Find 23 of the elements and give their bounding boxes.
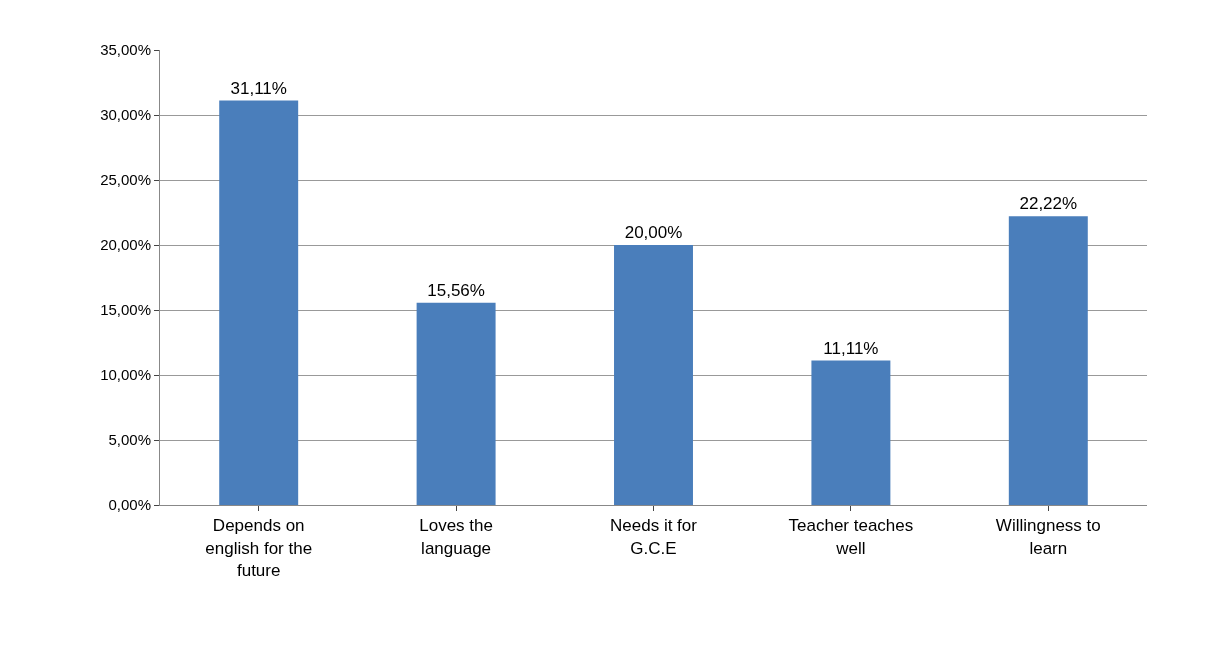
data-label: 22,22% (1019, 194, 1078, 214)
x-tick-label: Depends on english for the future (205, 516, 313, 580)
y-tick-label: 10,00% (100, 366, 151, 384)
bar (614, 245, 693, 505)
data-label: 20,00% (624, 223, 683, 242)
bar (219, 100, 299, 505)
data-label: 11,11% (823, 338, 879, 358)
bar (811, 360, 891, 505)
y-tick-label: 0,00% (108, 496, 151, 514)
y-tick-label: 15,00% (100, 301, 151, 319)
data-label: 31,11% (230, 78, 287, 98)
y-tick-label: 5,00% (108, 431, 151, 449)
data-label: 15,56% (427, 280, 485, 300)
x-tick-label: Teacher teaches well (788, 516, 914, 558)
bar (1008, 216, 1088, 505)
y-tick-label: 35,00% (100, 41, 151, 59)
y-tick-label: 25,00% (100, 171, 151, 189)
x-tick-label: Loves the language (419, 516, 493, 558)
x-tick-label: Willingness to learn (995, 516, 1101, 558)
y-tick-label: 30,00% (100, 106, 151, 124)
bar (416, 302, 496, 505)
y-tick-label: 20,00% (100, 236, 151, 254)
x-tick-label: Needs it for G.C.E (610, 516, 698, 558)
